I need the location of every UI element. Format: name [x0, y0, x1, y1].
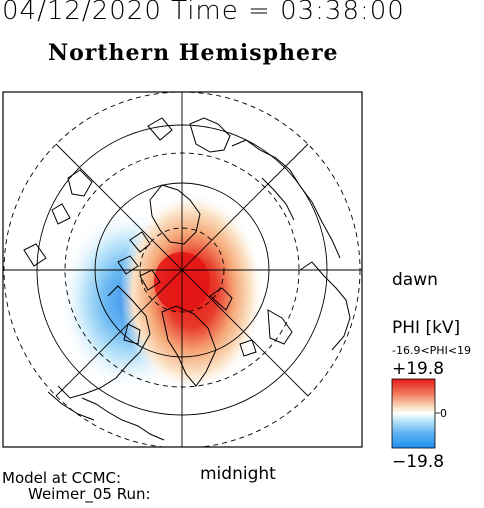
datetime-title: 04/12/2020 Time = 03:38:00 — [2, 0, 405, 26]
colorbar-min-label: −19.8 — [392, 452, 445, 472]
dawn-label: dawn — [392, 270, 438, 290]
polar-map — [2, 91, 440, 449]
run-credit: Weimer_05 Run: — [28, 485, 151, 503]
hemisphere-title: Northern Hemisphere — [48, 40, 339, 66]
colorbar — [391, 378, 436, 449]
model-credit: Model at CCMC: — [2, 469, 122, 487]
midnight-label: midnight — [200, 464, 276, 484]
colorbar-title: PHI [kV] — [392, 318, 461, 338]
colorbar-max-label: +19.8 — [392, 359, 445, 379]
colorbar-zero-label: 0 — [440, 407, 447, 420]
coastlines — [23, 117, 351, 441]
colorbar-range: -16.9<PHI<19 — [392, 344, 472, 357]
meridian-lines — [3, 92, 362, 447]
